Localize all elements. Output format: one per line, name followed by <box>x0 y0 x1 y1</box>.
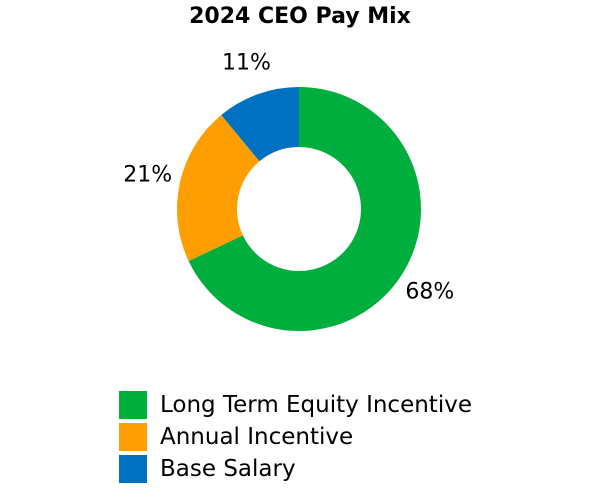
legend-swatch <box>119 455 147 483</box>
slice-label-long-term-equity-incentive: 68% <box>405 280 454 305</box>
slice-label-annual-incentive: 21% <box>123 163 172 188</box>
legend-label: Base Salary <box>160 456 296 482</box>
legend-item-base-salary: Base Salary <box>119 453 472 485</box>
slice-annual-incentive <box>177 114 260 261</box>
slice-long-term-equity-incentive <box>188 87 421 331</box>
slice-label-base-salary: 11% <box>222 51 271 76</box>
chart-title: 2024 CEO Pay Mix <box>189 4 411 29</box>
legend-label: Annual Incentive <box>160 424 354 450</box>
legend-label: Long Term Equity Incentive <box>160 392 472 418</box>
slice-base-salary <box>221 87 299 162</box>
legend-swatch <box>119 391 147 419</box>
legend-swatch <box>119 423 147 451</box>
legend: Long Term Equity Incentive Annual Incenti… <box>119 389 472 485</box>
legend-item-long-term-equity-incentive: Long Term Equity Incentive <box>119 389 472 421</box>
legend-item-annual-incentive: Annual Incentive <box>119 421 472 453</box>
